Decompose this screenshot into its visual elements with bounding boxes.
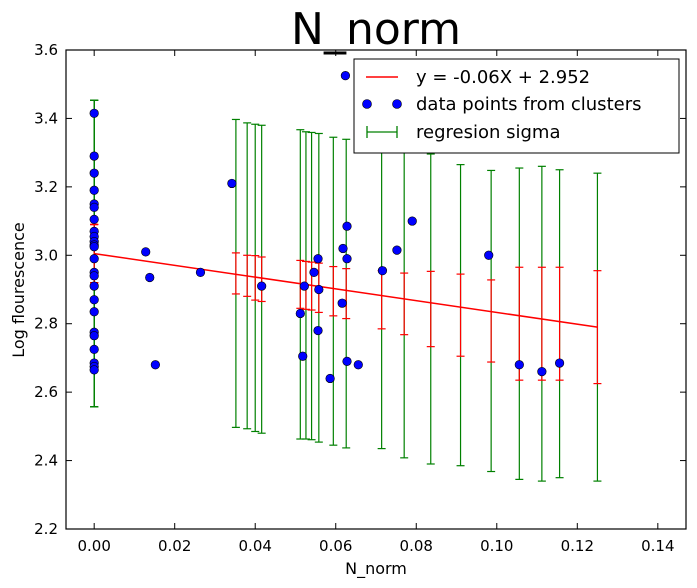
data-point [89, 242, 99, 252]
data-point [514, 360, 524, 370]
legend-label-sigma: regresion sigma [416, 122, 560, 143]
data-point [89, 281, 99, 291]
data-point [89, 344, 99, 354]
data-point [89, 151, 99, 161]
data-point [195, 267, 206, 277]
x-tick-label: 0.14 [641, 537, 674, 555]
data-point [353, 360, 363, 370]
y-axis-label: Log flourescence [9, 222, 28, 358]
chart-title: N_norm [291, 4, 461, 55]
x-tick-label: 0.02 [158, 537, 191, 555]
x-tick-label: 0.00 [77, 537, 110, 555]
legend-swatch-points-2 [392, 99, 402, 109]
x-tick-label: 0.04 [239, 537, 272, 555]
y-tick-label: 3.4 [34, 109, 58, 127]
legend-label-points: data points from clusters [416, 94, 641, 115]
data-point [89, 254, 99, 264]
data-point [325, 373, 335, 384]
data-point [309, 267, 319, 277]
x-tick-label: 0.10 [480, 537, 513, 555]
data-point [342, 221, 352, 231]
data-point [554, 358, 565, 368]
data-point [89, 295, 99, 305]
regression-line [94, 252, 598, 328]
x-tick-label: 0.06 [319, 537, 352, 555]
data-point [338, 243, 348, 254]
legend-label-fit: y = -0.06X + 2.952 [416, 67, 590, 88]
x-axis-label: N_norm [345, 559, 407, 579]
data-point [89, 214, 99, 224]
y-tick-label: 2.2 [34, 520, 58, 538]
data-point [89, 271, 99, 281]
y-tick-label: 3.2 [34, 178, 58, 196]
data-point [227, 178, 237, 189]
data-point [295, 308, 305, 319]
data-point [407, 216, 417, 226]
legend: y = -0.06X + 2.952 data points from clus… [353, 58, 680, 154]
data-point [150, 360, 160, 370]
y-tick-label: 3.0 [34, 246, 58, 264]
y-tick-label: 2.8 [34, 315, 58, 333]
data-point [337, 298, 347, 308]
data-point [340, 71, 351, 81]
legend-box [353, 58, 680, 154]
x-tick-label: 0.12 [561, 537, 594, 555]
data-point [89, 365, 99, 375]
data-point [537, 367, 547, 377]
data-point [299, 281, 309, 291]
y-tick-label: 3.6 [34, 41, 58, 59]
data-point [313, 254, 323, 264]
data-point [89, 108, 99, 118]
data-point [342, 356, 352, 366]
data-point [314, 284, 324, 295]
data-point [377, 266, 388, 276]
y-tick-label: 2.6 [34, 383, 58, 401]
data-point [89, 168, 99, 178]
plot-marks [89, 71, 602, 482]
data-point [313, 325, 323, 336]
axes: 0.00 0.02 0.04 0.06 0.08 0.10 0.12 0.14 2.2 2.4 2.… [34, 41, 686, 555]
x-tick-label: 0.08 [400, 537, 433, 555]
y-tick-label: 2.4 [34, 452, 58, 470]
data-point [257, 281, 267, 291]
data-point [392, 245, 402, 255]
data-point [89, 185, 99, 195]
data-point [89, 307, 99, 317]
plot-frame [65, 49, 687, 530]
data-point [342, 254, 352, 264]
data-point [141, 247, 151, 257]
data-point [89, 331, 99, 341]
data-point [298, 351, 308, 361]
data-point [484, 250, 494, 260]
data-point [89, 202, 99, 212]
legend-swatch-points-1 [362, 99, 372, 109]
data-point [145, 272, 155, 283]
